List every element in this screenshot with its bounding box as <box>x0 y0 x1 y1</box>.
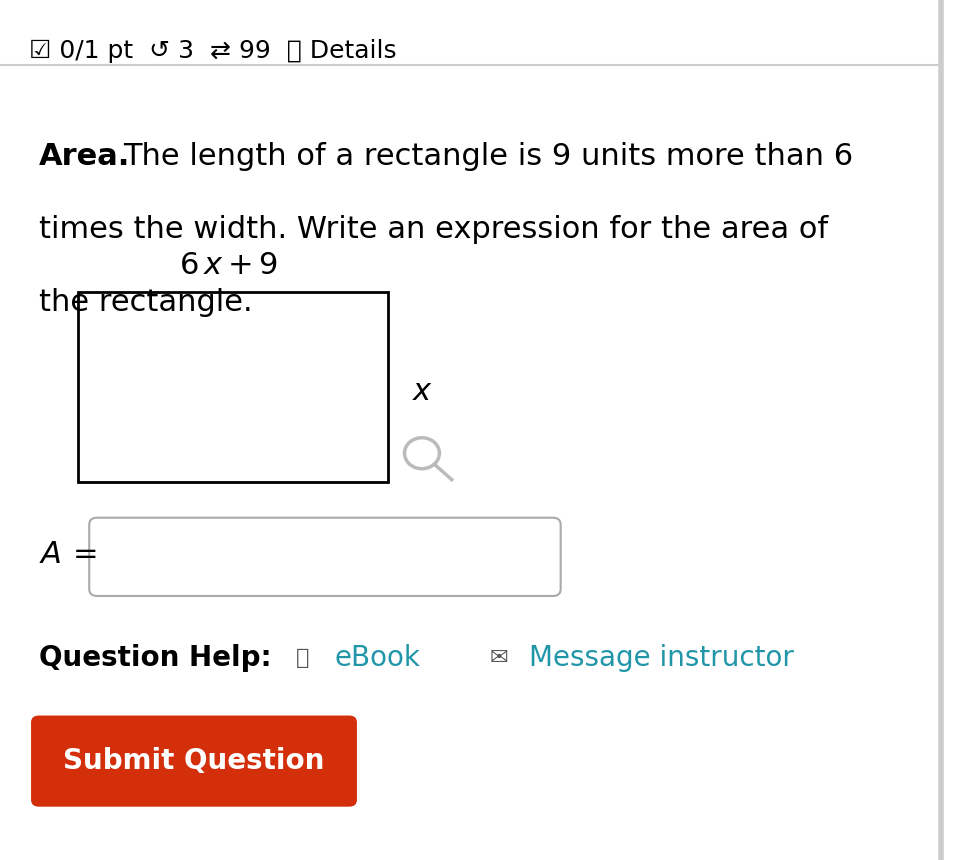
Text: $A\,=$: $A\,=$ <box>39 540 97 569</box>
Text: 📋: 📋 <box>296 648 309 668</box>
Text: Message instructor: Message instructor <box>528 644 793 672</box>
Text: times the width. Write an expression for the area of: times the width. Write an expression for… <box>39 215 828 244</box>
Text: Submit Question: Submit Question <box>63 747 325 775</box>
Text: ✉: ✉ <box>489 648 508 668</box>
Text: Area.: Area. <box>39 142 130 171</box>
FancyBboxPatch shape <box>31 716 357 807</box>
Text: eBook: eBook <box>334 644 421 672</box>
FancyBboxPatch shape <box>89 518 560 596</box>
Text: the rectangle.: the rectangle. <box>39 288 252 317</box>
Text: ☑ 0/1 pt  ↺ 3  ⇄ 99  ⓘ Details: ☑ 0/1 pt ↺ 3 ⇄ 99 ⓘ Details <box>29 39 396 63</box>
Text: Question Help:: Question Help: <box>39 644 281 672</box>
Text: $x$: $x$ <box>412 377 433 406</box>
FancyBboxPatch shape <box>78 292 388 482</box>
Text: $6\,x+9$: $6\,x+9$ <box>179 250 278 280</box>
Text: The length of a rectangle is 9 units more than 6: The length of a rectangle is 9 units mor… <box>123 142 853 171</box>
